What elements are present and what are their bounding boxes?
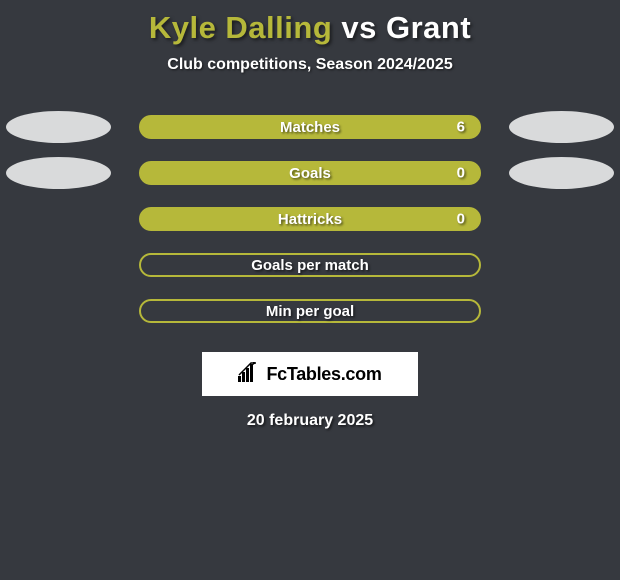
right-ellipse <box>509 111 614 143</box>
stat-row: Goals 0 <box>0 150 620 196</box>
bar-chart-icon <box>238 362 260 387</box>
subtitle: Club competitions, Season 2024/2025 <box>0 56 620 74</box>
right-ellipse <box>509 157 614 189</box>
left-ellipse <box>6 111 111 143</box>
stat-row: Matches 6 <box>0 104 620 150</box>
title-player1: Kyle Dalling <box>149 10 332 45</box>
logo-box: FcTables.com <box>202 352 418 396</box>
date-text: 20 february 2025 <box>0 412 620 430</box>
stat-label: Min per goal <box>266 303 354 320</box>
stat-bar: Goals per match <box>139 253 481 277</box>
stat-rows: Matches 6 Goals 0 Hattricks 0 Goals per match M… <box>0 104 620 334</box>
stat-value: 6 <box>457 119 465 136</box>
stat-row: Goals per match <box>0 242 620 288</box>
stat-bar: Goals 0 <box>139 161 481 185</box>
stat-bar: Hattricks 0 <box>139 207 481 231</box>
stat-row: Hattricks 0 <box>0 196 620 242</box>
page-title: Kyle Dalling vs Grant <box>0 0 620 46</box>
stat-value: 0 <box>457 211 465 228</box>
stat-label: Matches <box>280 119 340 136</box>
title-vs: vs <box>332 10 386 45</box>
stat-label: Goals <box>289 165 331 182</box>
logo-text: FcTables.com <box>266 364 381 385</box>
stat-row: Min per goal <box>0 288 620 334</box>
stat-bar: Matches 6 <box>139 115 481 139</box>
stat-label: Goals per match <box>251 257 369 274</box>
stat-label: Hattricks <box>278 211 342 228</box>
stat-bar: Min per goal <box>139 299 481 323</box>
stat-value: 0 <box>457 165 465 182</box>
left-ellipse <box>6 157 111 189</box>
title-player2: Grant <box>386 10 471 45</box>
